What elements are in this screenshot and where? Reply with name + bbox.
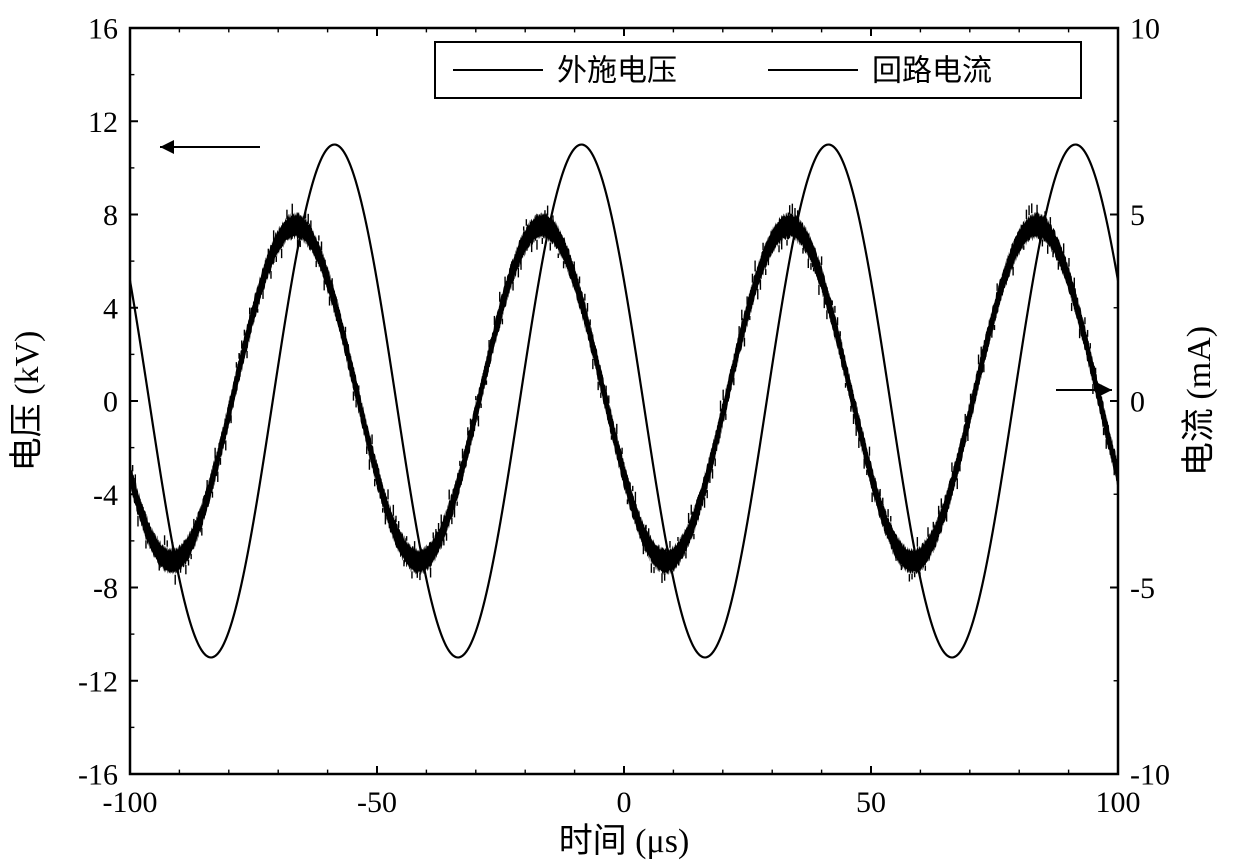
svg-text:0: 0 <box>617 786 632 819</box>
svg-text:-4: -4 <box>93 479 118 512</box>
svg-text:4: 4 <box>103 292 118 325</box>
x-axis-label: 时间 (μs) <box>559 823 690 860</box>
series-voltage <box>130 145 1118 658</box>
plot-frame <box>130 28 1118 774</box>
y-left-axis-label: 电压 (kV) <box>8 331 46 472</box>
x-axis-ticks <box>130 28 1118 774</box>
legend: 外施电压 回路电流 <box>435 42 1081 98</box>
legend-label-voltage: 外施电压 <box>557 55 677 88</box>
y-right-tick-labels: -10 -5 0 5 10 <box>1130 13 1170 792</box>
svg-text:50: 50 <box>856 786 886 819</box>
legend-label-current: 回路电流 <box>872 55 992 88</box>
svg-text:0: 0 <box>1130 386 1145 419</box>
svg-text:8: 8 <box>103 199 118 232</box>
oscilloscope-chart: -100-50050100 -16-12-8-40481216 -10-5051… <box>0 0 1240 865</box>
chart-container: -100-50050100 -16-12-8-40481216 -10-5051… <box>0 0 1240 865</box>
svg-text:0: 0 <box>103 386 118 419</box>
series-current <box>130 203 1118 584</box>
svg-text:-10: -10 <box>1130 759 1170 792</box>
svg-text:-16: -16 <box>78 759 118 792</box>
svg-text:10: 10 <box>1130 13 1160 46</box>
svg-text:16: 16 <box>88 13 118 46</box>
y-right-axis-label: 电流 (mA) <box>1180 326 1218 476</box>
y-left-tick-labels: -16 -12 -8 -4 0 4 8 12 16 <box>78 13 118 792</box>
svg-text:5: 5 <box>1130 199 1145 232</box>
x-tick-labels: -100-50050100 <box>103 786 1141 819</box>
svg-text:-5: -5 <box>1130 572 1155 605</box>
svg-text:-12: -12 <box>78 665 118 698</box>
svg-text:-8: -8 <box>93 572 118 605</box>
svg-text:-50: -50 <box>357 786 397 819</box>
svg-text:12: 12 <box>88 106 118 139</box>
